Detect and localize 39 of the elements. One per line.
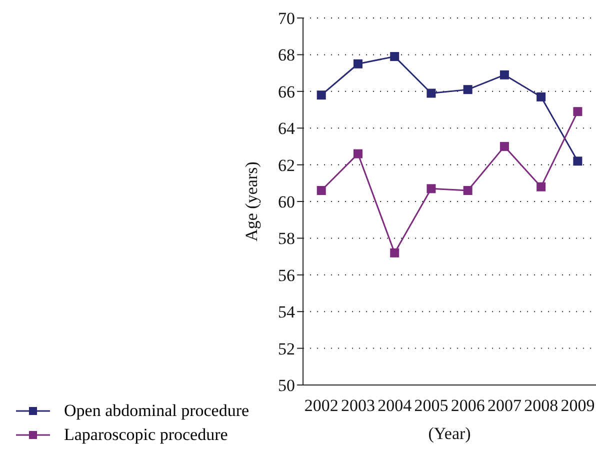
point bbox=[316, 90, 326, 100]
x-tick-label: 2006 bbox=[450, 396, 485, 416]
y-tick-label: 52 bbox=[278, 339, 296, 358]
x-tick-label: 2002 bbox=[304, 396, 338, 416]
x-tick-label: 2003 bbox=[340, 396, 375, 416]
x-tick-label: 2007 bbox=[487, 396, 522, 416]
legend-label: Open abdominal procedure bbox=[64, 401, 250, 421]
x-tick-label: 2009 bbox=[560, 396, 595, 416]
point bbox=[463, 85, 472, 94]
x-tick-label: 2008 bbox=[524, 396, 558, 416]
point bbox=[463, 186, 472, 195]
point bbox=[426, 184, 436, 194]
point bbox=[353, 149, 362, 158]
point bbox=[573, 107, 582, 116]
y-axis-title: Age (years) bbox=[242, 162, 262, 242]
point bbox=[353, 59, 362, 68]
y-tick-label: 58 bbox=[278, 229, 296, 248]
point bbox=[390, 248, 400, 258]
point bbox=[426, 88, 436, 98]
x-tick-label: 2004 bbox=[378, 396, 412, 416]
y-tick-label: 64 bbox=[278, 119, 296, 138]
y-tick-label: 62 bbox=[278, 156, 296, 175]
point bbox=[573, 156, 582, 166]
point bbox=[536, 92, 546, 102]
y-tick-label: 68 bbox=[278, 46, 296, 65]
point bbox=[390, 52, 400, 62]
legend-label: Laparoscopic procedure bbox=[64, 425, 228, 445]
y-tick-label: 70 bbox=[278, 9, 296, 28]
y-tick-label: 50 bbox=[278, 376, 296, 396]
x-axis-title: (Year) bbox=[428, 424, 471, 443]
point bbox=[316, 186, 326, 195]
x-tick-label: 2005 bbox=[414, 396, 448, 416]
point bbox=[500, 70, 509, 80]
point bbox=[500, 142, 509, 151]
y-tick-label: 66 bbox=[278, 82, 296, 102]
y-tick-label: 54 bbox=[278, 302, 296, 322]
y-tick-label: 60 bbox=[278, 192, 296, 212]
y-tick-label: 56 bbox=[278, 266, 296, 285]
point bbox=[536, 182, 546, 192]
